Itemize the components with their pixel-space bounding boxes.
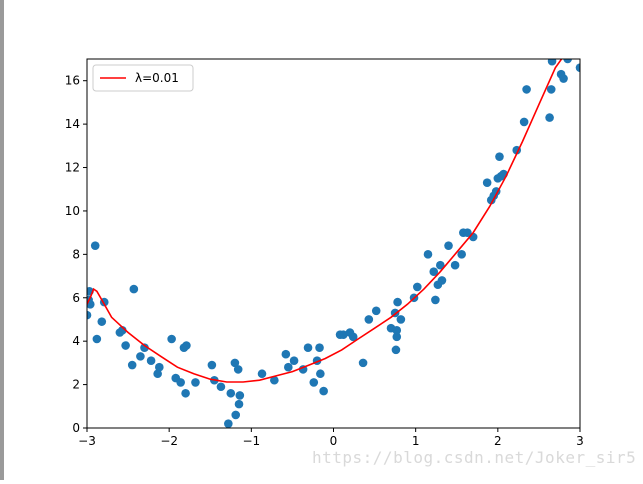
scatter-point [303, 343, 313, 352]
scatter-point [457, 250, 466, 259]
scatter-point [182, 341, 191, 350]
scatter-point [413, 282, 422, 292]
scatter-point [316, 369, 325, 379]
x-axis: −3 −2 −1 0 1 2 3 [78, 428, 584, 448]
scatter-point [309, 378, 319, 387]
scatter-point [522, 85, 531, 94]
scatter-point [575, 63, 580, 72]
y-tick-label: 0 [72, 421, 80, 435]
scatter-point [559, 74, 568, 83]
x-tick-label: 3 [576, 434, 584, 448]
scatter-point [121, 341, 130, 350]
scatter-point [176, 378, 185, 387]
scatter-point [284, 362, 293, 372]
scatter-point [140, 343, 149, 352]
scatter-point [216, 382, 226, 392]
y-axis: 0 2 4 6 8 10 12 14 16 [65, 74, 87, 435]
scatter-point [545, 113, 554, 122]
watermark: https://blog.csdn.net/Joker_sir5 [312, 448, 637, 467]
scatter-point [191, 378, 200, 387]
scatter-point [450, 260, 460, 270]
scatter-point [146, 356, 156, 366]
fit-line [87, 59, 563, 383]
scatter-point [482, 178, 492, 188]
scatter-point [234, 399, 244, 409]
scatter-point [92, 334, 102, 344]
scatter-point [90, 241, 100, 250]
y-tick-label: 4 [72, 334, 80, 348]
scatter-point [371, 306, 381, 316]
scatter-point [281, 349, 291, 359]
scatter-point [155, 362, 164, 372]
scatter-point [129, 284, 139, 294]
scatter-point [393, 297, 402, 307]
scatter-point [136, 352, 145, 361]
scatter-point [348, 332, 358, 342]
scatter-point [230, 358, 240, 368]
y-tick-label: 10 [65, 204, 80, 218]
scatter-point [436, 260, 445, 270]
y-tick-label: 8 [72, 247, 80, 261]
scatter-point [429, 267, 439, 277]
scatter-point [97, 317, 107, 326]
y-tick-label: 6 [72, 291, 80, 305]
scatter-point [270, 375, 279, 385]
legend-box [92, 64, 194, 92]
plot-area [87, 59, 580, 428]
scatter-point [546, 85, 556, 94]
x-tick-label: −2 [160, 434, 178, 448]
scatter-point [437, 276, 447, 285]
y-tick-label: 14 [65, 117, 80, 131]
scatter-point [319, 386, 328, 396]
scatter-point [392, 326, 402, 335]
y-tick-label: 16 [65, 74, 80, 88]
scatter-point [87, 310, 92, 320]
scatter-point [226, 388, 236, 398]
x-tick-label: 0 [330, 434, 338, 448]
scatter-point [519, 117, 529, 127]
scatter-point [563, 59, 572, 64]
scatter-point [315, 343, 324, 352]
scatter-point [391, 345, 401, 355]
scatter-point [289, 356, 299, 366]
scatter-point [423, 250, 433, 259]
y-tick-label: 12 [65, 161, 80, 175]
x-tick-label: 1 [412, 434, 420, 448]
legend-label: λ=0.01 [135, 71, 179, 85]
scatter-point [392, 332, 402, 342]
x-tick-label: −3 [78, 434, 96, 448]
scatter-point [495, 152, 504, 161]
scatter-point [396, 315, 406, 324]
scatter-point [444, 241, 453, 250]
scatter-point [153, 369, 162, 379]
scatter-point [364, 315, 374, 324]
scatter-point [431, 295, 440, 305]
scatter-point [547, 59, 557, 66]
scatter-point [224, 419, 233, 428]
scatter-point [257, 369, 267, 379]
scatter-point [127, 360, 137, 370]
scatter-point [167, 334, 176, 344]
scatter-point [181, 388, 190, 398]
scatter-point [358, 358, 368, 368]
scatter-point [207, 360, 217, 370]
y-tick-label: 2 [72, 378, 80, 392]
scatter-point [233, 365, 243, 374]
scatter-point [339, 330, 348, 339]
legend: λ=0.01 [92, 64, 194, 92]
scatter-point [231, 410, 241, 420]
window-edge [0, 0, 4, 480]
scatter-point [235, 391, 245, 400]
x-tick-label: 2 [494, 434, 502, 448]
x-tick-label: −1 [242, 434, 260, 448]
